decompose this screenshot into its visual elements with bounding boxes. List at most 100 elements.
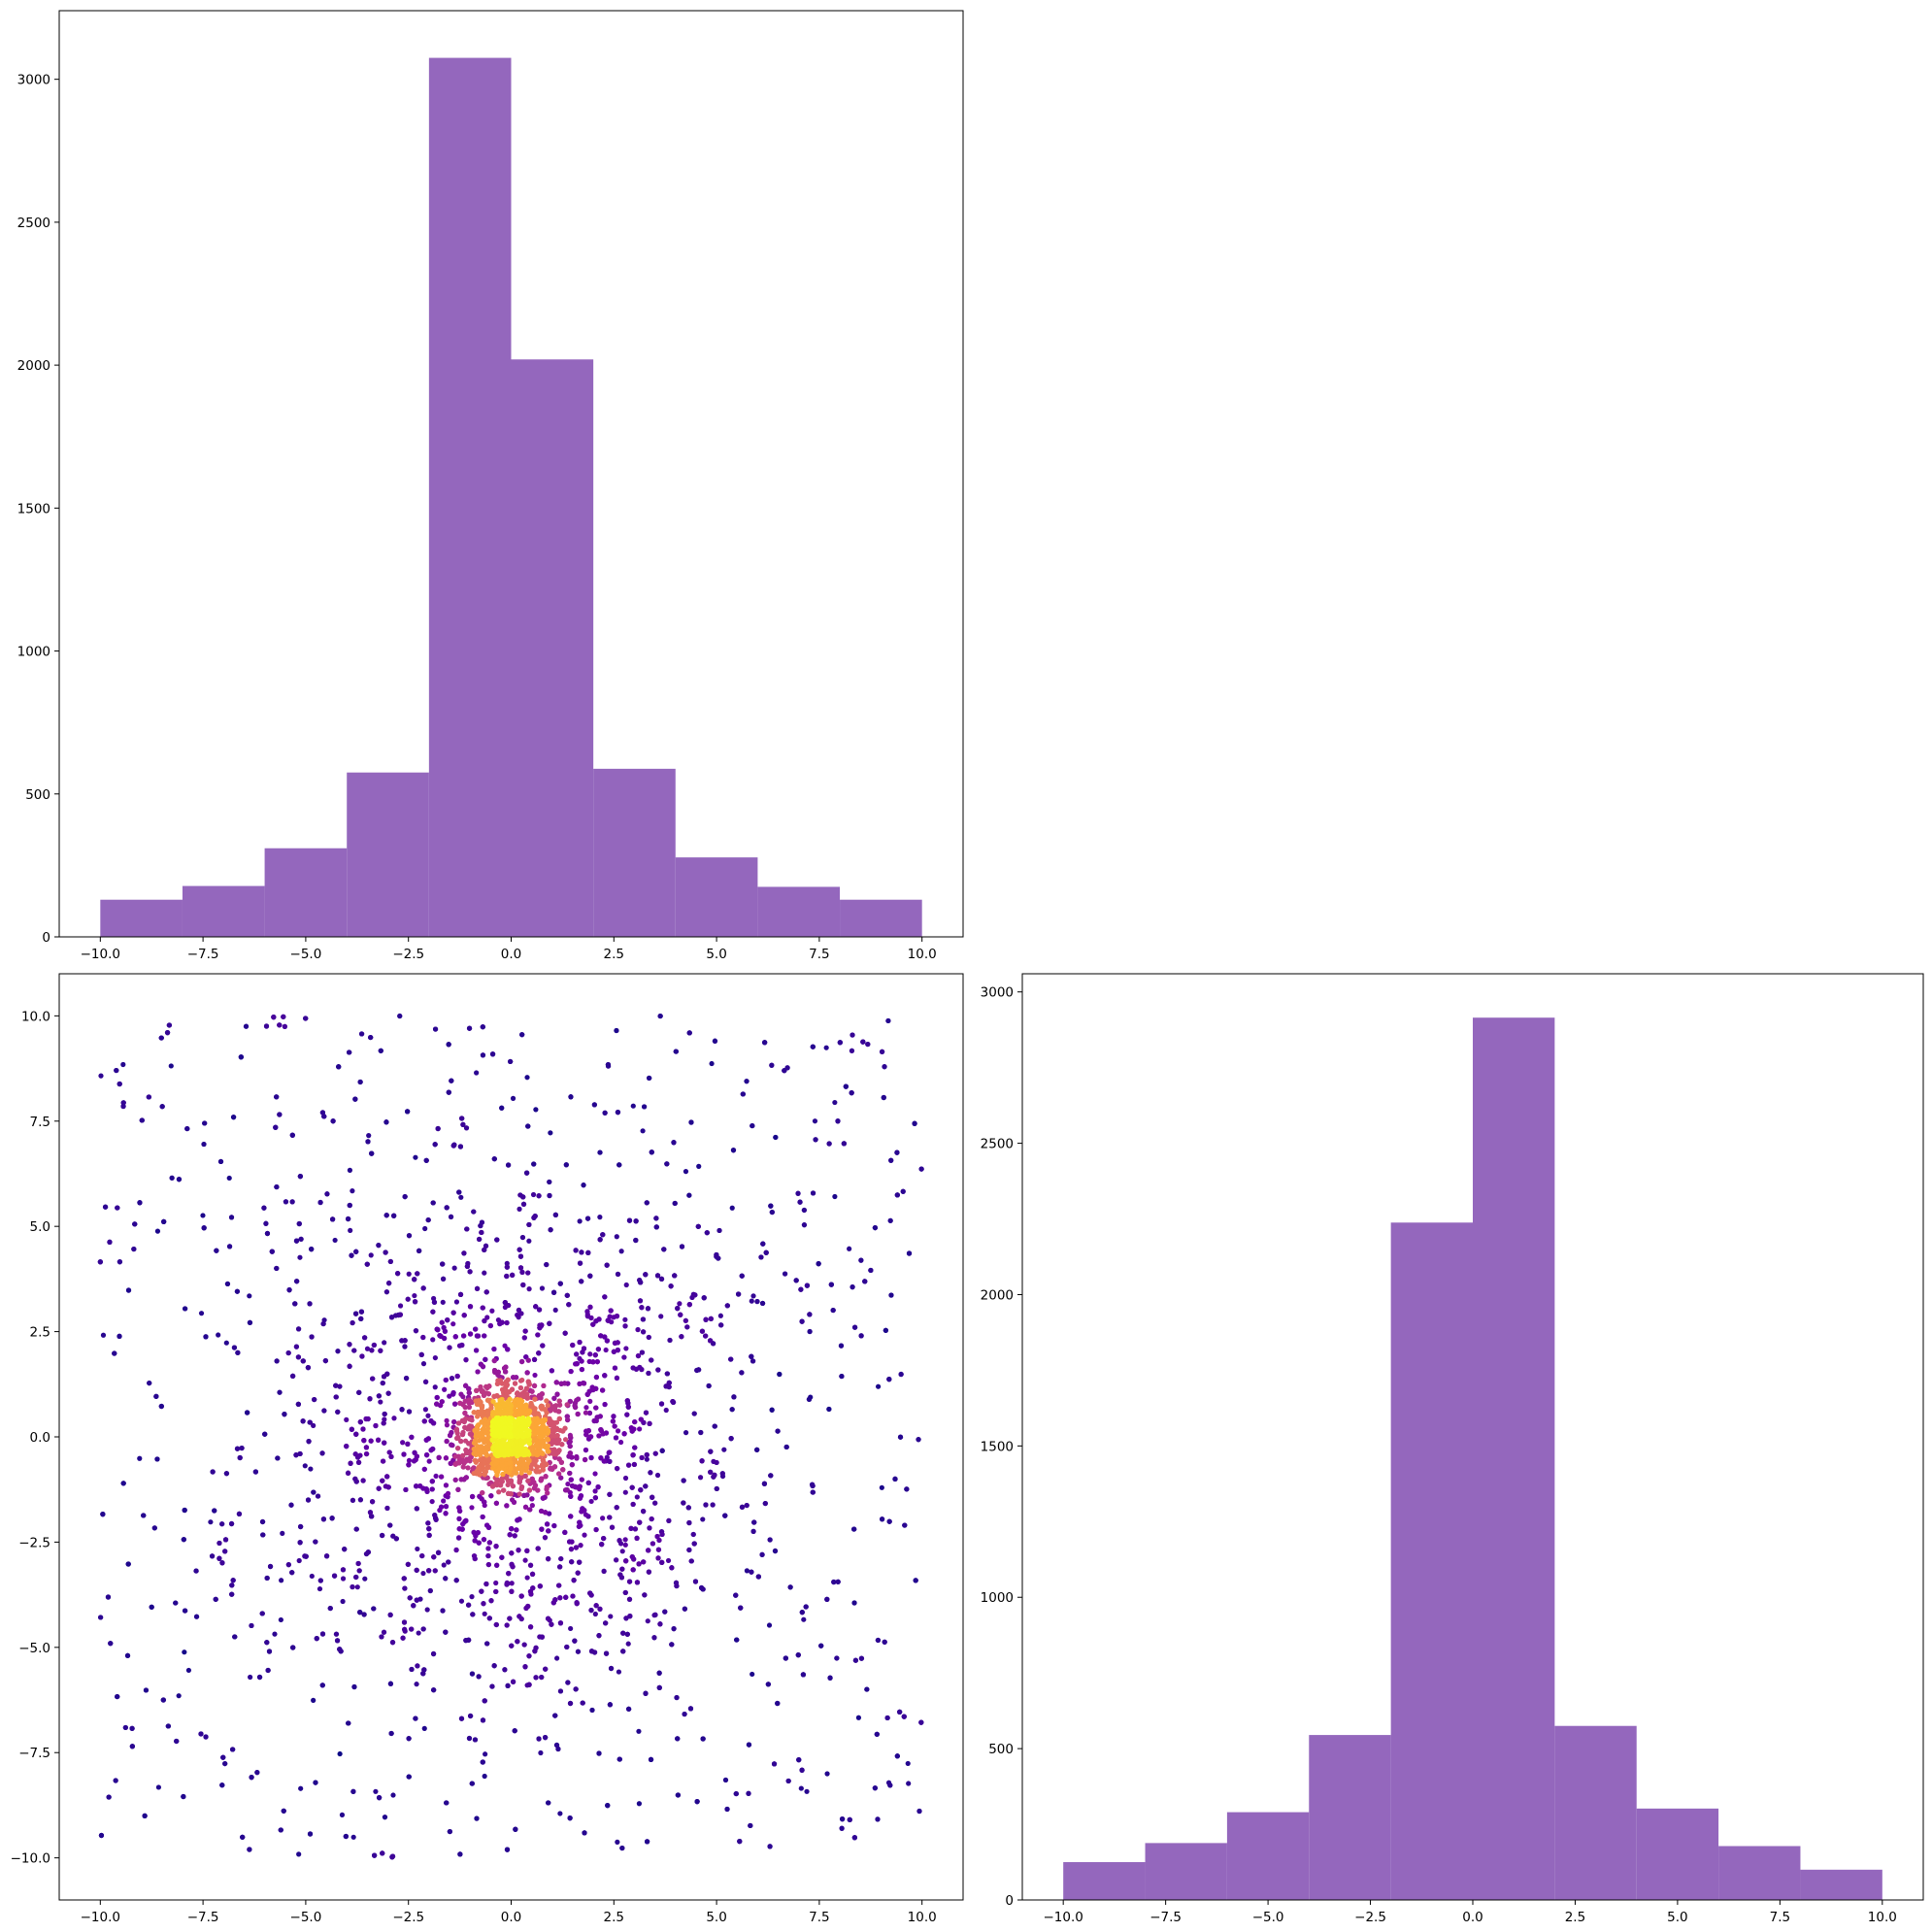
scatter-point <box>837 1040 843 1046</box>
scatter-point <box>563 1162 569 1168</box>
scatter-point <box>350 1497 356 1503</box>
scatter-point <box>600 1387 606 1393</box>
scatter-point <box>117 1333 122 1339</box>
scatter-point <box>626 1579 633 1584</box>
scatter-point <box>565 1416 571 1423</box>
scatter-point <box>514 1375 519 1381</box>
scatter-point <box>734 1637 740 1643</box>
scatter-point <box>614 1557 619 1563</box>
scatter-point <box>117 1259 123 1265</box>
scatter-point <box>461 1333 467 1339</box>
scatter-point <box>703 1316 709 1322</box>
scatter-point <box>229 1582 235 1588</box>
scatter-point <box>373 1788 379 1794</box>
scatter-point <box>457 1508 463 1514</box>
scatter-point <box>297 1174 303 1180</box>
scatter-point <box>851 1526 857 1532</box>
scatter-point <box>633 1237 639 1244</box>
scatter-point <box>545 1521 550 1527</box>
scatter-point <box>763 1249 769 1255</box>
scatter-point <box>625 1462 632 1468</box>
scatter-point <box>208 1519 214 1525</box>
scatter-point <box>509 1550 515 1556</box>
scatter-point <box>580 1700 585 1706</box>
scatter-point <box>615 1839 620 1845</box>
scatter-point <box>236 1511 243 1516</box>
scatter-point <box>508 1058 514 1065</box>
scatter-point <box>387 1612 393 1617</box>
scatter-point <box>607 1702 613 1708</box>
scatter-point <box>501 1365 508 1371</box>
scatter-point <box>749 1569 754 1575</box>
scatter-point <box>536 1736 542 1742</box>
scatter-point <box>364 1346 371 1351</box>
scatter-point <box>755 1574 761 1580</box>
scatter-point <box>499 1478 505 1484</box>
scatter-point <box>421 1466 427 1472</box>
scatter-point <box>413 1715 418 1721</box>
scatter-point <box>516 1247 522 1252</box>
scatter-point <box>591 1102 597 1108</box>
scatter-point <box>592 1471 598 1477</box>
scatter-point <box>682 1711 687 1717</box>
scatter-point <box>531 1382 538 1389</box>
scatter-point <box>605 1317 611 1323</box>
scatter-point <box>570 1593 576 1599</box>
scatter-point <box>324 1191 330 1197</box>
histogram-bar <box>593 768 676 937</box>
scatter-point <box>474 1387 480 1393</box>
scatter-point <box>356 1568 362 1574</box>
scatter-point <box>518 1593 524 1599</box>
scatter-point <box>784 1065 790 1071</box>
scatter-point <box>602 1373 608 1379</box>
scatter-point <box>618 1439 624 1446</box>
scatter-point <box>214 1248 219 1253</box>
scatter-point <box>585 1480 591 1485</box>
scatter-point <box>801 1616 807 1622</box>
scatter-point <box>754 1447 760 1452</box>
scatter-point <box>443 1377 449 1383</box>
scatter-point <box>551 1420 557 1426</box>
scatter-point <box>658 1276 665 1282</box>
scatter-point <box>574 1361 580 1367</box>
scatter-point <box>700 1736 706 1742</box>
scatter-point <box>536 1193 542 1199</box>
scatter-point <box>486 1383 492 1389</box>
scatter-point <box>532 1649 538 1654</box>
scatter-point <box>382 1340 387 1346</box>
scatter-point <box>552 1713 558 1718</box>
scatter-point <box>321 1114 327 1119</box>
scatter-point <box>597 1215 603 1220</box>
scatter-point <box>305 1365 312 1371</box>
scatter-point <box>387 1522 393 1528</box>
scatter-point <box>388 1315 395 1320</box>
scatter-point <box>405 1561 411 1567</box>
scatter-point <box>376 1393 382 1399</box>
scatter-point <box>652 1450 658 1456</box>
scatter-point <box>402 1338 408 1344</box>
scatter-point <box>443 1482 450 1488</box>
scatter-point <box>452 1477 458 1482</box>
scatter-point <box>544 1461 550 1468</box>
scatter-point <box>828 1282 834 1287</box>
scatter-point <box>531 1161 537 1167</box>
scatter-point <box>465 1602 472 1608</box>
scatter-point <box>352 1096 358 1102</box>
scatter-point <box>229 1591 235 1597</box>
scatter-point <box>655 1367 661 1373</box>
scatter-point <box>603 1347 609 1353</box>
scatter-point <box>480 1717 486 1723</box>
scatter-point <box>219 1560 225 1566</box>
scatter-point <box>623 1558 629 1564</box>
scatter-point <box>673 1049 679 1054</box>
scatter-point <box>421 1725 427 1731</box>
x-tick-label: −5.0 <box>290 947 322 962</box>
scatter-point <box>573 1686 579 1692</box>
scatter-point <box>467 1458 473 1464</box>
scatter-point <box>420 1334 426 1341</box>
scatter-point <box>630 1451 636 1458</box>
scatter-point <box>649 1516 654 1522</box>
scatter-point <box>416 1630 421 1636</box>
x-tick-label: 2.5 <box>604 947 624 962</box>
scatter-point <box>160 1697 166 1703</box>
